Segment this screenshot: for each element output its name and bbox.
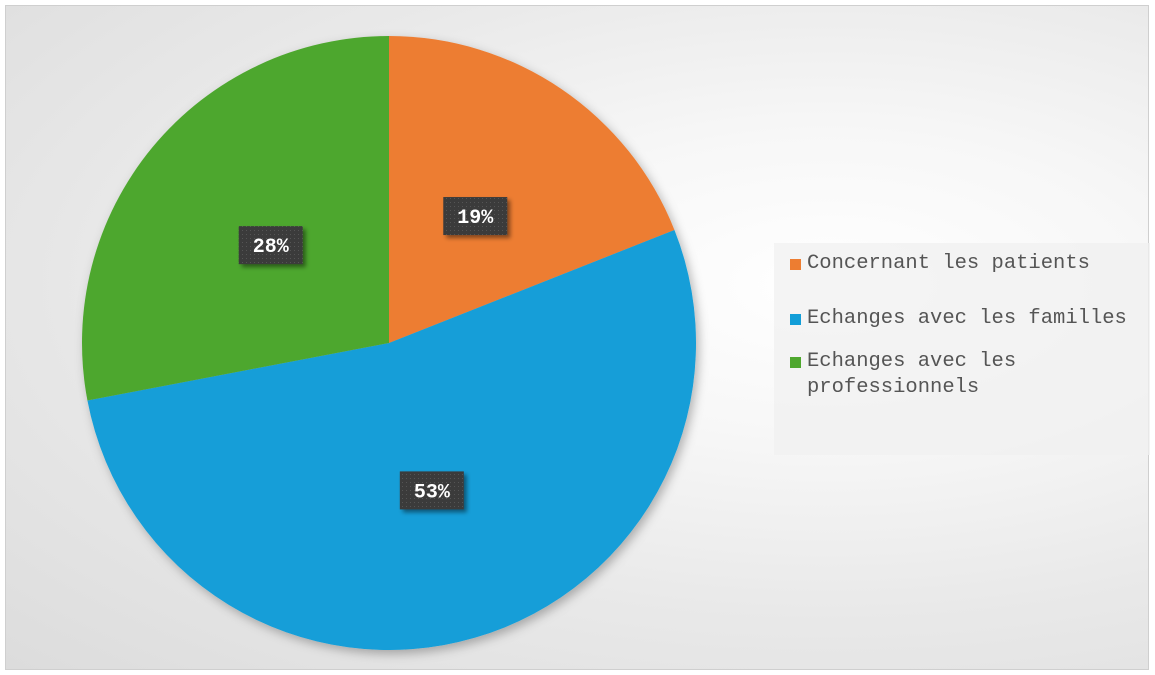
slice-professionnels <box>81 36 390 401</box>
data-label-patients-text: 19% <box>457 207 494 230</box>
chart-area: 19% 53% 28% Concernant les patients Echang… <box>5 5 1150 670</box>
legend-swatch-professionnels <box>790 357 801 368</box>
pie-chart: 19% 53% 28% <box>81 36 696 650</box>
data-label-professionnels-text: 28% <box>253 236 290 259</box>
legend-swatch-patients <box>790 259 801 270</box>
slice-familles <box>87 229 696 650</box>
legend-swatch-familles <box>790 314 801 325</box>
legend: Concernant les patients Echanges avec le… <box>774 243 1150 455</box>
data-label-familles-text: 53% <box>414 481 451 504</box>
slice-patients <box>389 36 675 343</box>
legend-item-professionnels: Echanges avec les professionnels <box>790 349 1142 401</box>
legend-label-familles: Echanges avec les familles <box>807 307 1127 330</box>
legend-label-patients: Concernant les patients <box>807 252 1090 275</box>
legend-label-professionnels: Echanges avec les professionnels <box>807 350 1017 399</box>
data-label-professionnels: 28% <box>238 226 303 265</box>
data-label-familles: 53% <box>399 471 464 510</box>
legend-item-familles: Echanges avec les familles <box>790 306 1142 332</box>
legend-item-patients: Concernant les patients <box>790 251 1142 277</box>
data-label-patients: 19% <box>443 197 508 236</box>
